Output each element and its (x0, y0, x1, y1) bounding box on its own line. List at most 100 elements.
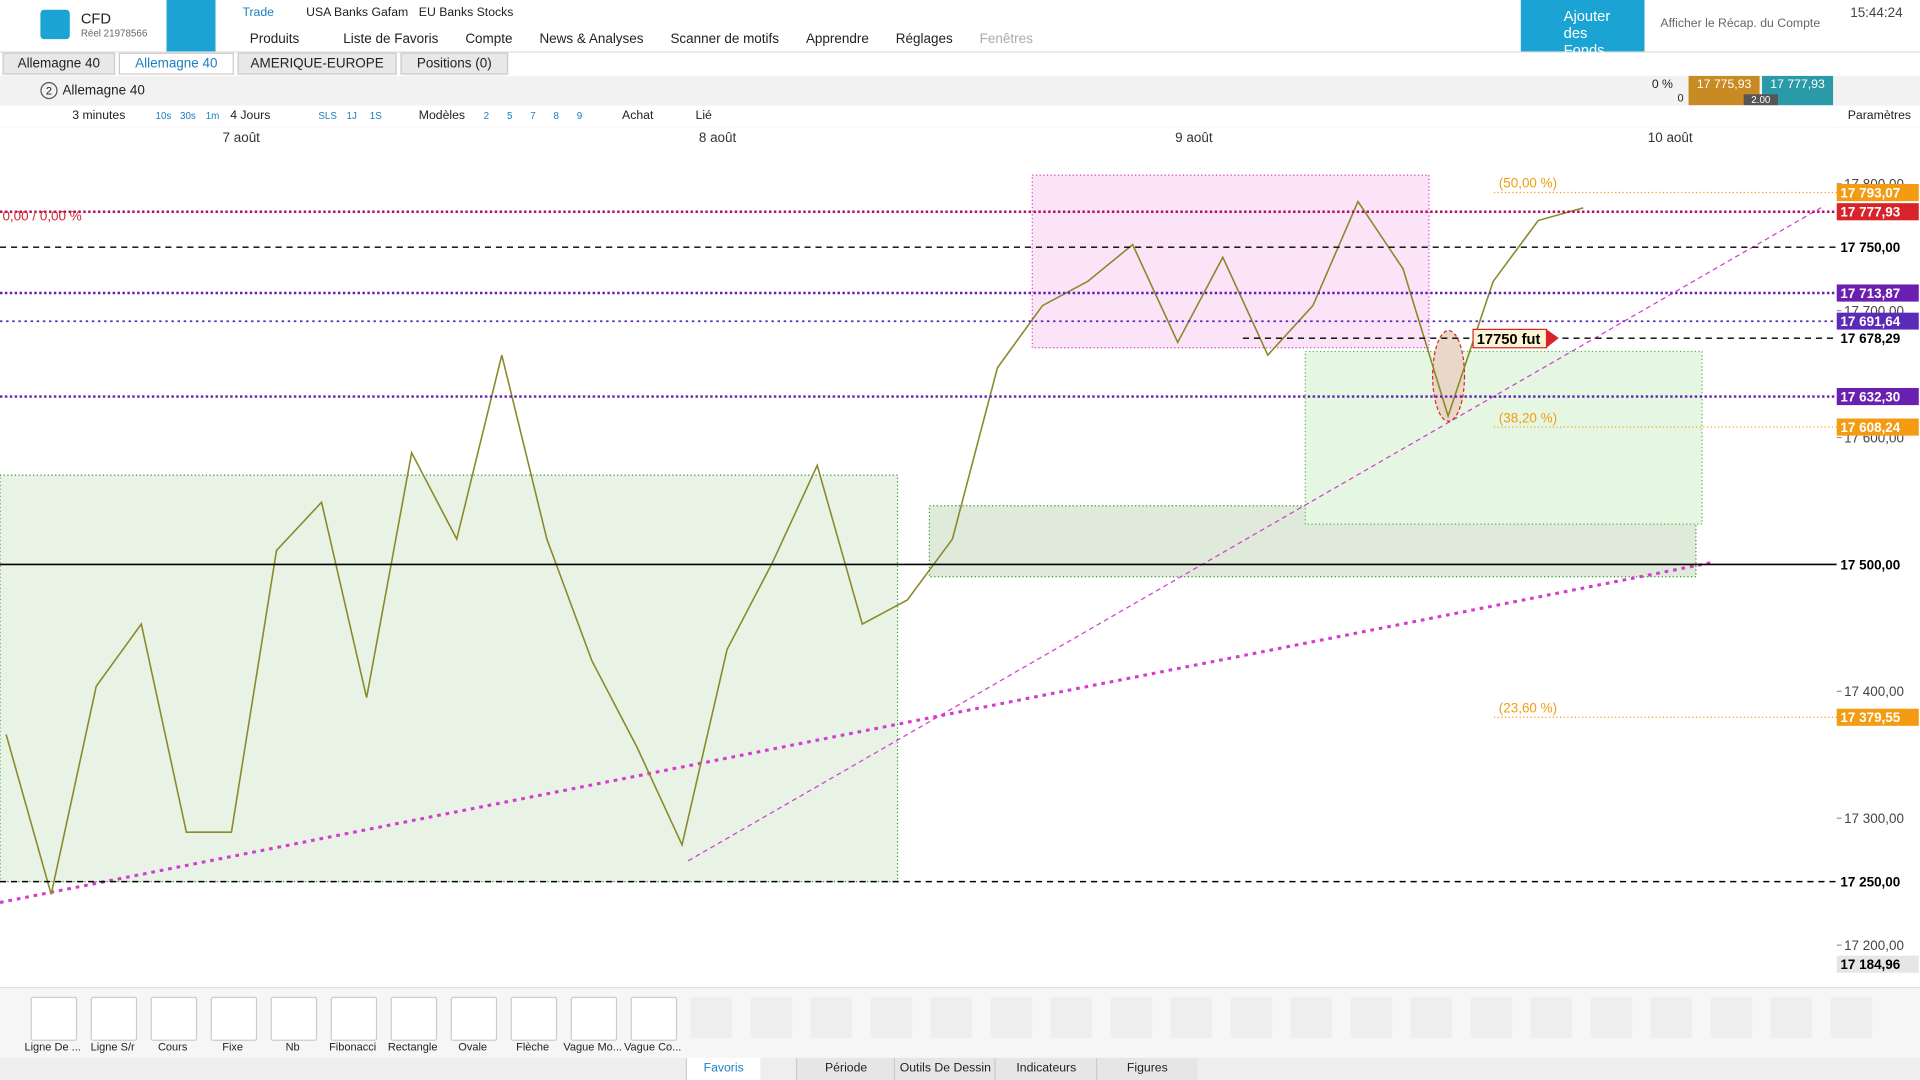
price-label-bg (1836, 387, 1919, 406)
linked[interactable]: Lié (695, 108, 712, 123)
tool-button[interactable] (30, 996, 78, 1041)
interval[interactable]: 30s (180, 110, 196, 122)
oval (1432, 330, 1466, 422)
menu-item[interactable]: Produits (249, 31, 300, 47)
tool-button[interactable] (270, 996, 318, 1041)
num[interactable]: 7 (530, 110, 536, 122)
price-line (5, 199, 1584, 895)
menu-item[interactable]: Scanner de motifs (670, 31, 780, 47)
menu-item[interactable]: Apprendre (805, 31, 869, 47)
instrument: Allemagne 40 (62, 83, 145, 98)
placeholder (750, 996, 793, 1039)
buy[interactable]: Achat (622, 108, 654, 123)
date-label: 8 août (699, 130, 737, 145)
price-label-bg (1836, 555, 1919, 573)
num[interactable]: 5 (506, 110, 513, 122)
bottom-tab[interactable]: Indicateurs (994, 1057, 1098, 1080)
menu-item[interactable]: Réglages (895, 31, 953, 47)
account-summary[interactable]: Afficher le Récap. du Compte (1660, 17, 1821, 31)
price-label: 17 793,07 (1840, 185, 1900, 200)
tab[interactable]: Allemagne 40 (2, 52, 116, 75)
price-label-bg (1836, 708, 1919, 726)
tab[interactable]: Positions (0) (400, 52, 509, 75)
tool-name: Vague Co... (623, 1040, 682, 1054)
tool-name: Nb (285, 1040, 300, 1054)
change: 0 % (1651, 78, 1673, 92)
placeholder (1470, 996, 1513, 1039)
tool-name: Rectangle (387, 1040, 438, 1054)
bottom-tab[interactable]: Outils De Dessin (893, 1057, 996, 1080)
placeholder (1170, 996, 1213, 1039)
menu-item[interactable]: Compte (465, 31, 513, 47)
tool-button[interactable] (390, 996, 438, 1041)
menu-item[interactable]: News & Analyses (539, 31, 644, 47)
interval[interactable]: 1m (205, 110, 220, 122)
bid[interactable]: 17 775,93 (1688, 75, 1760, 106)
price-label-bg (1836, 183, 1919, 202)
account: Réel 21978566 (80, 28, 148, 40)
price-label-bg (1836, 329, 1919, 347)
price-label-bg (1836, 284, 1919, 302)
y-tick-label: 17 400,00 (1844, 684, 1904, 699)
quick[interactable]: SLS (318, 110, 337, 122)
pct-label: 0,00 / 0,00 % (2, 208, 81, 223)
placeholder (1830, 996, 1873, 1039)
placeholder (1710, 996, 1753, 1039)
price-label-bg (1836, 238, 1919, 256)
placeholder (1110, 996, 1153, 1039)
price-label: 17 777,93 (1840, 205, 1900, 220)
tool-name: Ligne De ... (24, 1040, 81, 1054)
bottom-tab[interactable]: Période (795, 1057, 896, 1080)
search-button[interactable] (166, 0, 216, 52)
bottom-tab[interactable]: Figures (1095, 1057, 1198, 1080)
placeholder (690, 996, 733, 1039)
top-tab[interactable]: Trade (242, 6, 274, 20)
period[interactable]: 3 minutes (72, 108, 126, 123)
range[interactable]: 4 Jours (230, 108, 271, 123)
y-tick-label: 17 200,00 (1844, 938, 1904, 953)
date-label: 10 août (1648, 130, 1693, 145)
num[interactable]: 8 (553, 110, 559, 122)
trend-line (687, 205, 1825, 862)
instrument-num: 2 (40, 82, 58, 100)
add-funds-label: Ajouter des Fonds (1563, 7, 1611, 59)
models[interactable]: Modèles (418, 108, 466, 123)
tool-name: Flèche (516, 1040, 550, 1054)
menu-item[interactable]: Fenêtres (979, 31, 1033, 47)
tab[interactable]: Allemagne 40 (118, 52, 234, 75)
interval[interactable]: 10s (155, 110, 172, 122)
tool-button[interactable] (210, 996, 258, 1041)
tool-button[interactable] (630, 996, 678, 1041)
price-label-bg (1836, 955, 1919, 973)
add-funds[interactable]: Ajouter des Fonds (1520, 0, 1645, 59)
zone-rect (1031, 174, 1430, 349)
tool-button[interactable] (510, 996, 558, 1041)
clock: 15:44:24 (1850, 6, 1903, 21)
tool-name: Cours (157, 1040, 188, 1054)
tool-button[interactable] (570, 996, 618, 1041)
placeholder (930, 996, 973, 1039)
spread: 2.00 (1743, 94, 1778, 106)
tool-button[interactable] (330, 996, 378, 1041)
toolbar: 3 minutes 10s 30s 1m 4 Jours SLS 1J 1S M… (0, 105, 1920, 129)
bottom-tab[interactable]: Favoris (685, 1057, 761, 1080)
fib-label: (23,60 %) (1499, 701, 1557, 716)
menu-item[interactable]: Liste de Favoris (343, 31, 439, 47)
tool-button[interactable] (90, 996, 138, 1041)
top-tab[interactable]: USA Banks Gafam (306, 6, 409, 20)
top-tab[interactable]: EU Banks Stocks (418, 6, 514, 20)
price-label: 17 379,55 (1840, 710, 1900, 725)
quick[interactable]: 1J (346, 110, 357, 122)
tool-button[interactable] (450, 996, 498, 1041)
tool-button[interactable] (150, 996, 198, 1041)
num[interactable]: 9 (576, 110, 583, 122)
tab[interactable]: AMERIQUE-EUROPE (237, 52, 397, 75)
quick[interactable]: 1S (369, 110, 382, 122)
placeholder (1290, 996, 1333, 1039)
settings[interactable]: Paramètres (1847, 108, 1912, 123)
num[interactable]: 2 (483, 110, 490, 122)
tool-name: Ovale (458, 1040, 488, 1054)
